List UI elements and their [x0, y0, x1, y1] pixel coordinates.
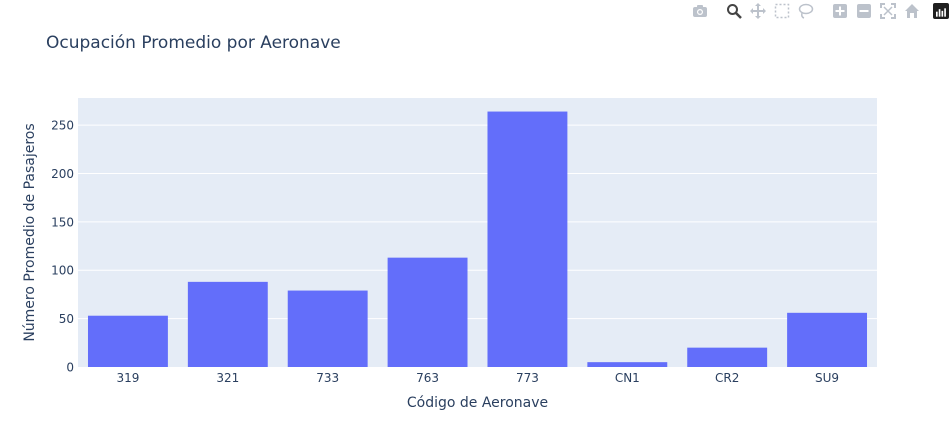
x-tick-label: CN1: [615, 371, 640, 385]
bar-SU9[interactable]: [787, 312, 868, 367]
x-tick-label: 733: [316, 371, 339, 385]
bar-321[interactable]: [187, 281, 268, 367]
camera-icon[interactable]: [691, 2, 709, 20]
bar-733[interactable]: [287, 290, 368, 367]
bar-series: [87, 111, 868, 368]
reset-axes-icon[interactable]: [903, 2, 921, 20]
x-tick-label: 773: [516, 371, 539, 385]
x-axis-ticks: 319 321 733 763 773 CN1 CR2 SU9: [116, 371, 839, 385]
autoscale-icon[interactable]: [879, 2, 897, 20]
grid-lines: [78, 124, 877, 320]
modebar-group-export: [685, 2, 709, 20]
lasso-icon[interactable]: [797, 2, 815, 20]
y-tick-label: 100: [51, 264, 74, 278]
zoom-out-icon[interactable]: [855, 2, 873, 20]
chart-modebar: [675, 2, 949, 20]
y-axis-label: Número Promedio de Pasajeros: [22, 123, 38, 341]
x-tick-label: 763: [416, 371, 439, 385]
plotly-logo-icon[interactable]: [933, 3, 949, 19]
x-axis-label: Código de Aeronave: [407, 395, 548, 411]
y-tick-label: 250: [51, 119, 74, 133]
pan-icon[interactable]: [749, 2, 767, 20]
y-axis-ticks: 0 50 100 150 200 250: [51, 119, 74, 375]
y-tick-label: 50: [59, 312, 74, 326]
zoom-icon[interactable]: [725, 2, 743, 20]
y-tick-label: 150: [51, 215, 74, 229]
bar-763[interactable]: [387, 257, 468, 367]
x-tick-label: SU9: [815, 371, 839, 385]
zoom-in-icon[interactable]: [831, 2, 849, 20]
x-tick-label: CR2: [715, 371, 739, 385]
modebar-group-drag: [719, 2, 815, 20]
y-tick-label: 200: [51, 167, 74, 181]
box-select-icon[interactable]: [773, 2, 791, 20]
bar-CR2[interactable]: [687, 347, 768, 367]
bar-319[interactable]: [87, 315, 168, 367]
bar-CN1[interactable]: [587, 362, 668, 367]
x-tick-label: 319: [116, 371, 139, 385]
chart-title: Ocupación Promedio por Aeronave: [46, 33, 341, 53]
x-tick-label: 321: [216, 371, 239, 385]
modebar-group-zoom: [825, 2, 921, 20]
bar-773[interactable]: [487, 111, 568, 368]
y-tick-label: 0: [66, 361, 74, 375]
